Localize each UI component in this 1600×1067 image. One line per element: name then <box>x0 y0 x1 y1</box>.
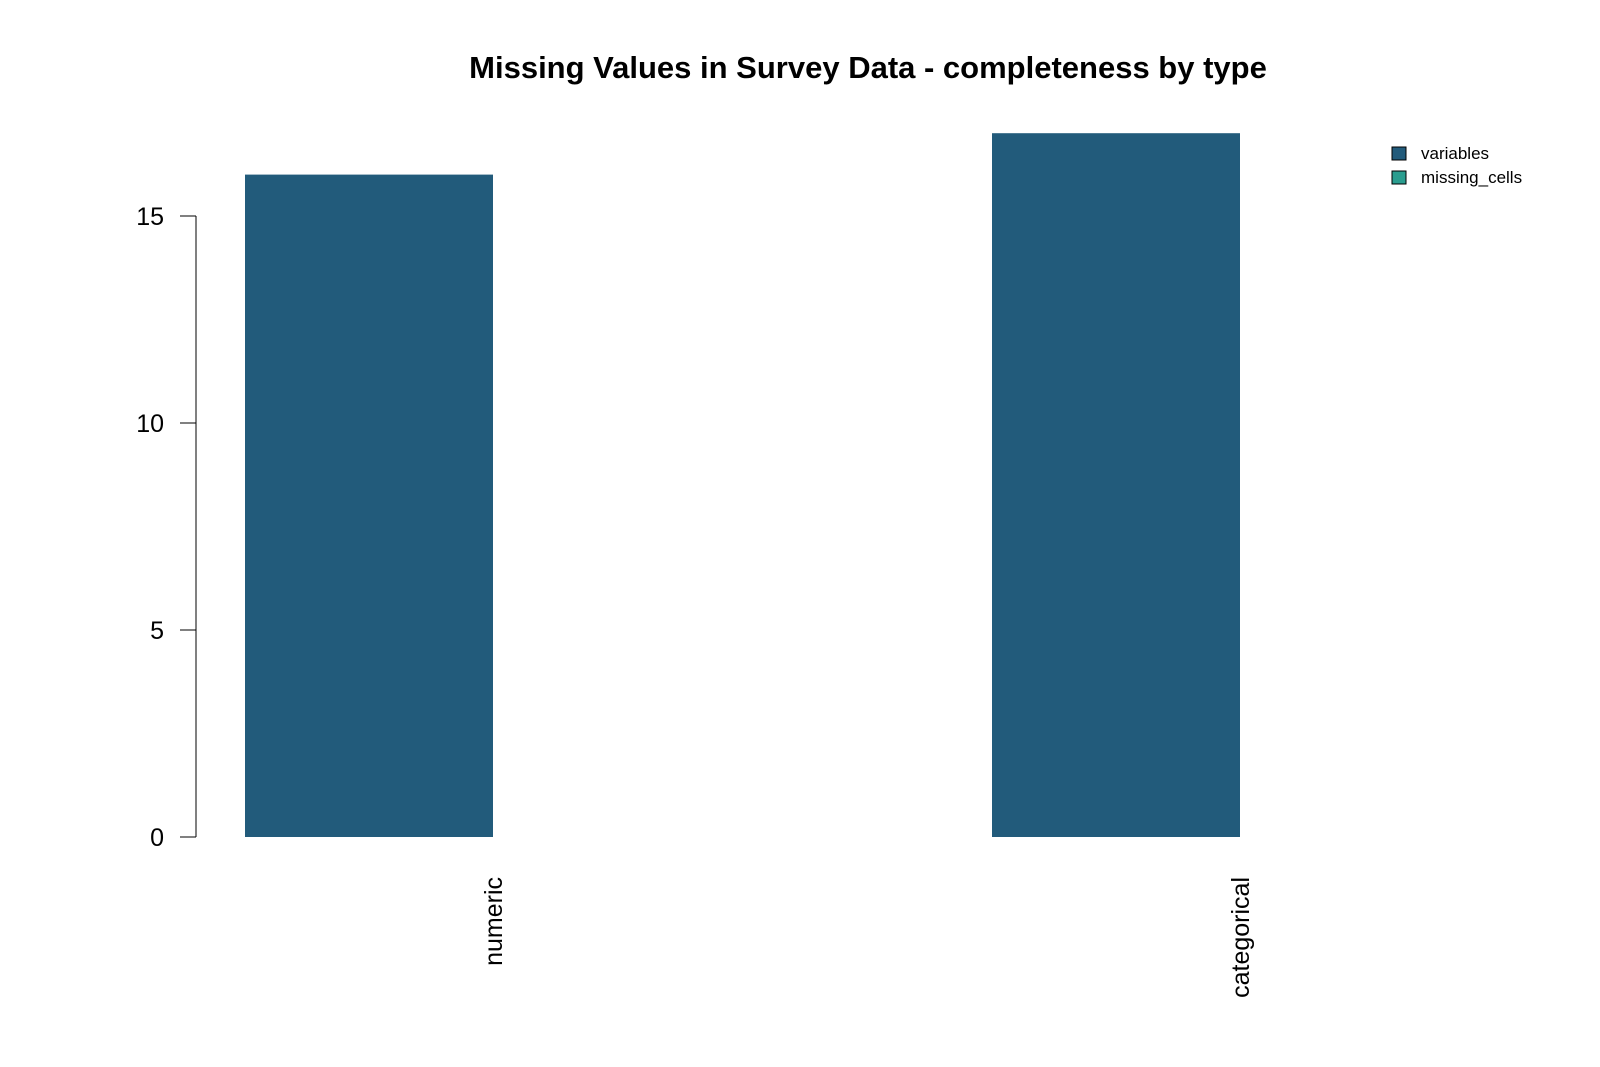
legend-label: missing_cells <box>1421 168 1522 187</box>
y-tick-label: 0 <box>150 824 164 852</box>
category-label: categorical <box>1227 877 1255 998</box>
legend-label: variables <box>1421 144 1489 163</box>
y-tick-label: 5 <box>150 617 164 645</box>
category-label: numeric <box>480 877 508 966</box>
chart-title: Missing Values in Survey Data - complete… <box>469 50 1267 85</box>
bar-numeric-variables <box>245 174 493 838</box>
bar-categorical-variables <box>992 133 1240 837</box>
y-tick-label: 10 <box>136 410 164 438</box>
legend: variables missing_cells <box>1391 144 1522 187</box>
y-tick-label: 15 <box>136 203 164 231</box>
y-axis: 0 5 10 15 <box>136 203 197 852</box>
bars <box>245 133 1240 838</box>
x-axis-labels: numeric categorical <box>480 877 1255 998</box>
legend-swatch <box>1391 146 1407 161</box>
legend-swatch <box>1391 170 1407 185</box>
